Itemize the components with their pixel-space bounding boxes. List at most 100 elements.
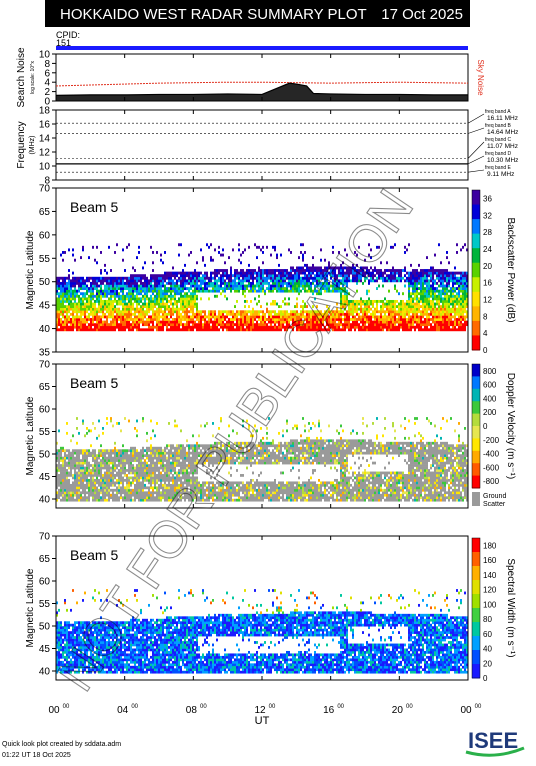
power-cell [416, 295, 418, 298]
power-cell [166, 328, 168, 331]
power-cell [464, 300, 466, 303]
power-cell [120, 285, 122, 288]
power-cell [174, 321, 176, 324]
power-cell [390, 277, 392, 280]
velocity-cell [146, 432, 148, 435]
power-cell [176, 300, 178, 303]
power-cell [156, 274, 158, 277]
power-cell [292, 269, 294, 272]
power-cell [216, 279, 218, 282]
power-cell [390, 269, 392, 272]
power-cell [272, 246, 274, 249]
power-cell [268, 282, 270, 285]
power-cell [456, 251, 458, 254]
power-cell [68, 269, 70, 272]
velocity-cell [104, 467, 106, 470]
velocity-cell [136, 474, 138, 477]
power-cell [440, 261, 442, 264]
velocity-cell [72, 454, 74, 457]
power-cell [264, 282, 266, 285]
power-cell [94, 315, 96, 318]
velocity-cell [98, 449, 100, 452]
power-cell [172, 295, 174, 298]
velocity-cell [152, 447, 154, 450]
power-cell [62, 292, 64, 295]
power-cell [450, 328, 452, 331]
power-cell [404, 318, 406, 321]
velocity-cell [110, 467, 112, 470]
power-cell [250, 310, 252, 313]
power-cell [462, 300, 464, 303]
power-cell [200, 290, 202, 293]
velocity-cell [136, 472, 138, 475]
power-cell [438, 279, 440, 282]
power-cell [454, 305, 456, 308]
velocity-cell [116, 464, 118, 467]
velocity-cell [76, 452, 78, 455]
power-cell [258, 318, 260, 321]
power-cell [242, 277, 244, 280]
power-cell [188, 321, 190, 324]
power-cell [424, 303, 426, 306]
power-cell [146, 292, 148, 295]
power-cell [452, 326, 454, 329]
power-cell [424, 313, 426, 316]
power-cell [368, 323, 370, 326]
power-cell [434, 321, 436, 324]
power-cell [206, 274, 208, 277]
velocity-cell [118, 474, 120, 477]
power-cell [66, 300, 68, 303]
power-cell [446, 321, 448, 324]
power-cell [220, 279, 222, 282]
power-cell [196, 303, 198, 306]
power-cell [442, 297, 444, 300]
power-cell [146, 287, 148, 290]
power-cell [156, 310, 158, 313]
power-cell [66, 318, 68, 321]
power-cell [296, 269, 298, 272]
power-cell [440, 310, 442, 313]
power-cell [384, 310, 386, 313]
power-cell [250, 323, 252, 326]
power-cell [196, 326, 198, 329]
power-cell [244, 279, 246, 282]
velocity-cell [152, 496, 154, 499]
power-cell [406, 323, 408, 326]
power-cell [428, 285, 430, 288]
power-cell [112, 318, 114, 321]
power-cell [94, 328, 96, 331]
power-cell [388, 310, 390, 313]
power-cell [370, 321, 372, 324]
velocity-cell [80, 477, 82, 480]
power-cell [378, 326, 380, 329]
power-cell [60, 292, 62, 295]
power-cell [76, 279, 78, 282]
power-cell [260, 248, 262, 251]
power-cell [150, 315, 152, 318]
power-cell [456, 295, 458, 298]
velocity-cell [78, 477, 80, 480]
power-cell [202, 318, 204, 321]
power-cell [134, 300, 136, 303]
power-cell [182, 290, 184, 293]
power-cell [140, 310, 142, 313]
power-cell [370, 318, 372, 321]
power-cell [262, 315, 264, 318]
power-cell [404, 313, 406, 316]
power-cell [366, 328, 368, 331]
power-cell [120, 303, 122, 306]
power-cell [126, 282, 128, 285]
power-cell [442, 274, 444, 277]
velocity-cell [60, 494, 62, 497]
power-cell [282, 285, 284, 288]
velocity-cell [118, 422, 120, 425]
power-cell [406, 305, 408, 308]
power-cell [104, 287, 106, 290]
velocity-cell [74, 464, 76, 467]
power-cell [256, 246, 258, 249]
velocity-cell [72, 481, 74, 484]
power-cell [426, 282, 428, 285]
power-cell [114, 297, 116, 300]
power-cell [386, 321, 388, 324]
power-cell [444, 303, 446, 306]
